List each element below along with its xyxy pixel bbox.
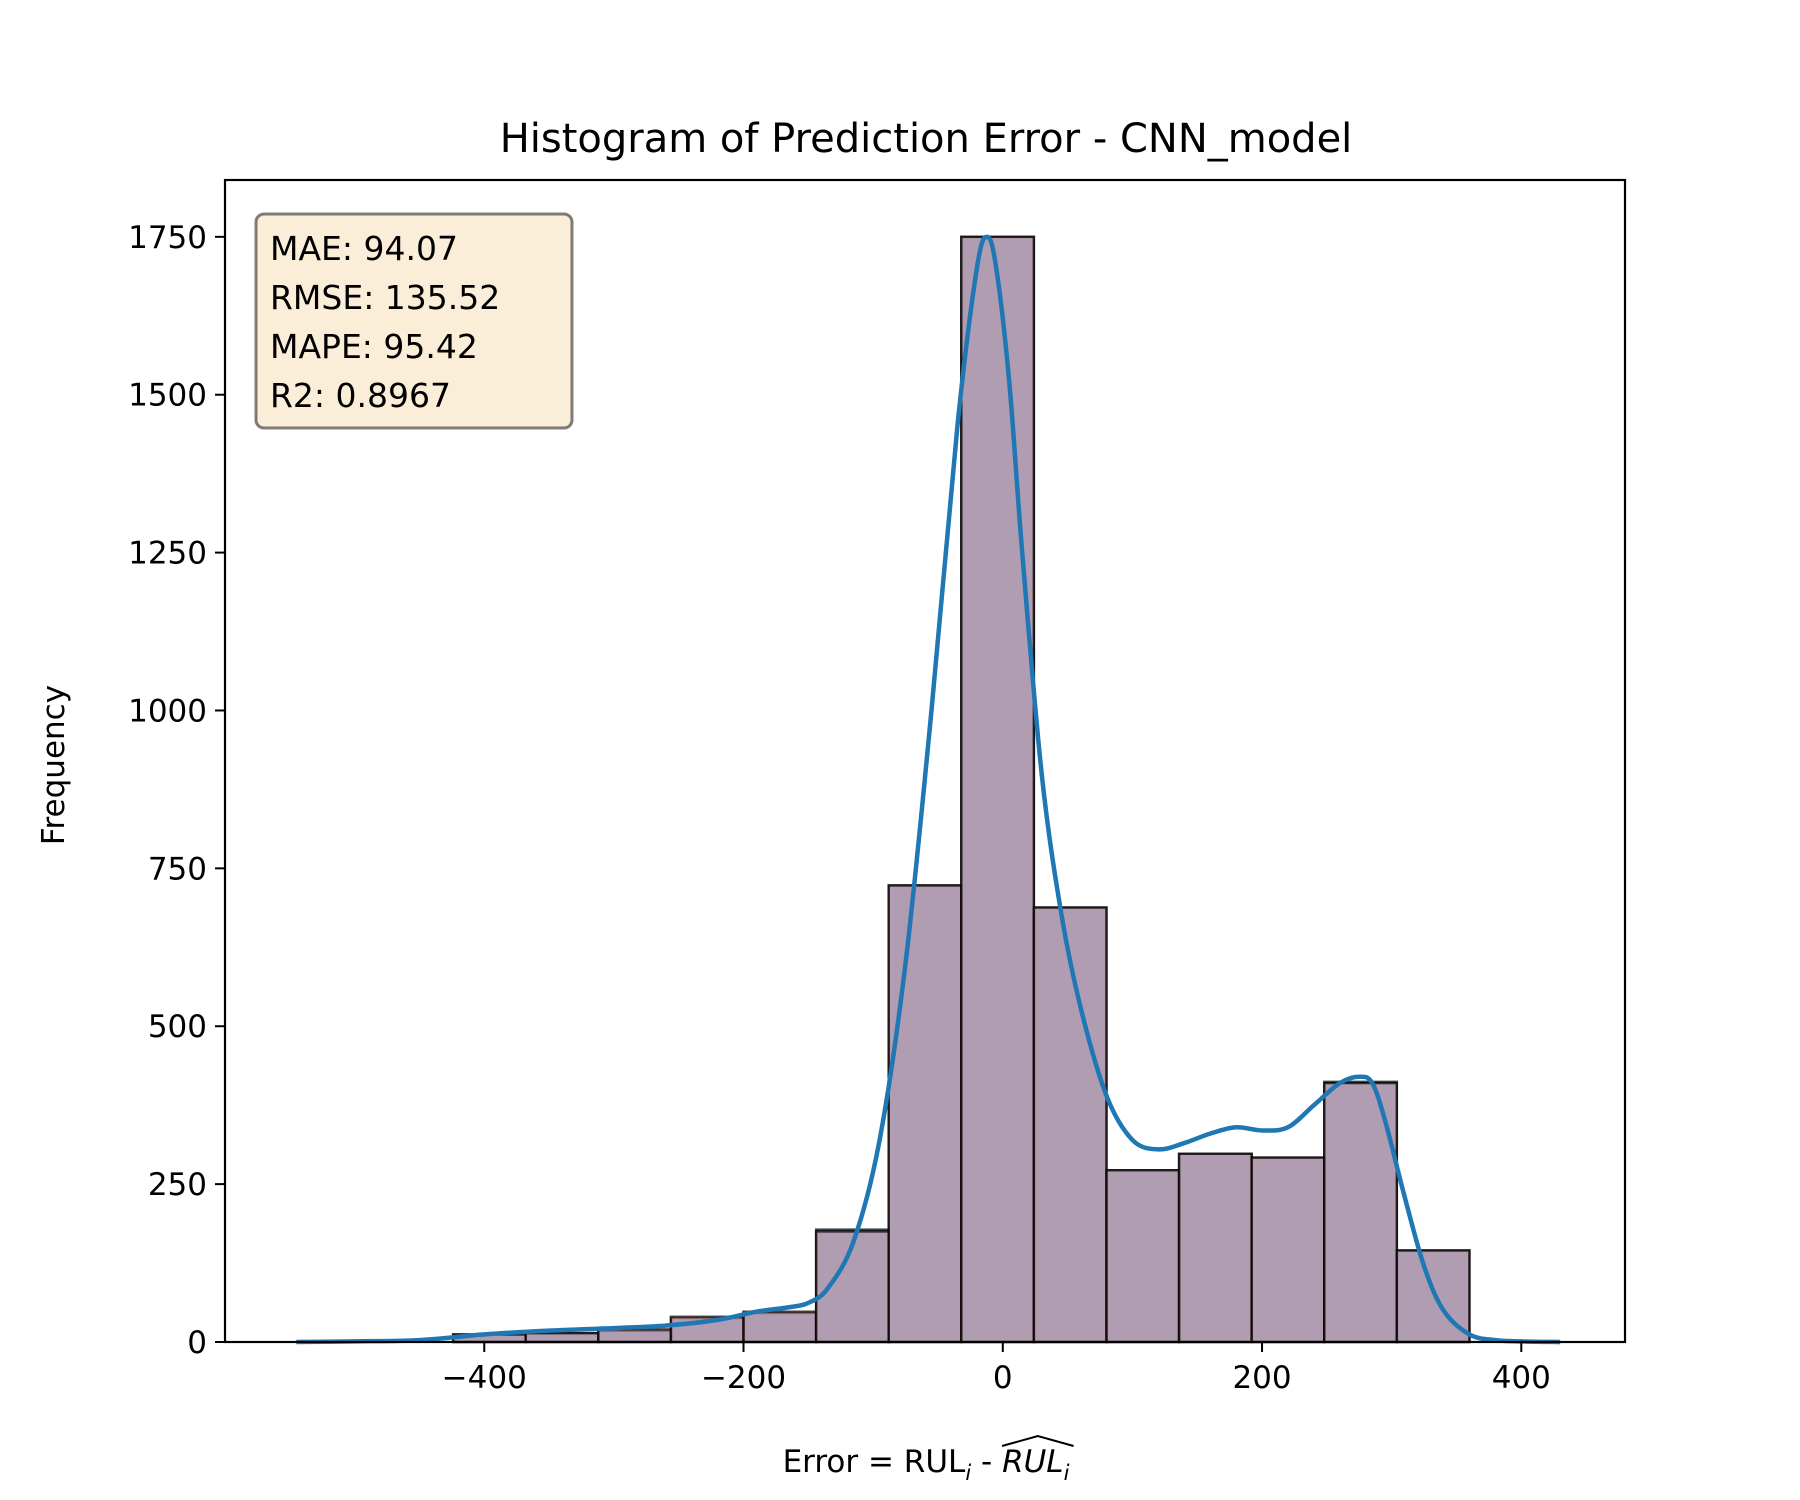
- x-tick-label: −400: [442, 1360, 527, 1396]
- histogram-bar-red: [597, 1328, 673, 1344]
- x-tick-label: 200: [1232, 1360, 1291, 1396]
- histogram-bar-red: [742, 1310, 818, 1344]
- y-tick-label: 1250: [128, 536, 207, 572]
- y-tick-label: 1500: [128, 378, 207, 414]
- metric-rmse: RMSE: 135.52: [270, 278, 500, 317]
- histogram-bar-red: [960, 235, 1036, 1344]
- y-tick-label: 500: [148, 1009, 207, 1045]
- histogram-bar-red: [524, 1331, 600, 1344]
- x-tick-label: 400: [1492, 1360, 1551, 1396]
- histogram-bar-red: [1250, 1156, 1326, 1344]
- histogram-bar-red: [1105, 1169, 1181, 1344]
- y-tick-label: 250: [148, 1167, 207, 1203]
- y-axis-label: Frequency: [36, 685, 72, 845]
- histogram-bar-red: [1177, 1152, 1253, 1344]
- x-axis-label-separator: -: [971, 1444, 1002, 1480]
- y-tick-label: 1000: [128, 693, 207, 729]
- metrics-legend-box: MAE: 94.07 RMSE: 135.52 MAPE: 95.42 R2: …: [254, 212, 574, 430]
- histogram-bars-red: [451, 235, 1471, 1344]
- metrics-box-background: [254, 212, 574, 430]
- x-axis-ticks: −400 −200 0 200 400: [442, 1342, 1551, 1396]
- y-tick-label: 750: [148, 851, 207, 887]
- x-axis-label-hat-term: RUL: [1002, 1444, 1064, 1480]
- histogram-bar-red: [1323, 1081, 1399, 1344]
- chart-title: Histogram of Prediction Error - CNN_mode…: [500, 116, 1353, 162]
- histogram-bar-red: [1032, 906, 1108, 1344]
- x-tick-label: −200: [701, 1360, 786, 1396]
- metric-mae: MAE: 94.07: [270, 229, 458, 268]
- hat-accent-mark: [1001, 1434, 1074, 1447]
- y-axis-ticks: 0 250 500 750 1000 1250 1500 1750: [128, 220, 225, 1361]
- x-axis-label-main: Error = RUL: [783, 1444, 966, 1480]
- x-tick-label: 0: [993, 1360, 1013, 1396]
- histogram-bar-red: [887, 884, 963, 1344]
- y-tick-label: 1750: [128, 220, 207, 256]
- metric-r2: R2: 0.8967: [270, 376, 451, 415]
- x-axis-label: Error = RULi - RULi: [783, 1444, 1070, 1485]
- y-tick-label: 0: [187, 1325, 207, 1361]
- x-axis-label-subscript: i: [965, 1461, 971, 1485]
- kde-curve: [296, 234, 1561, 1345]
- metric-mape: MAPE: 95.42: [270, 327, 478, 366]
- x-axis-label-hat-subscript: i: [1064, 1461, 1070, 1485]
- plot-area: [225, 180, 1625, 1345]
- plot-frame: [223, 178, 1627, 1344]
